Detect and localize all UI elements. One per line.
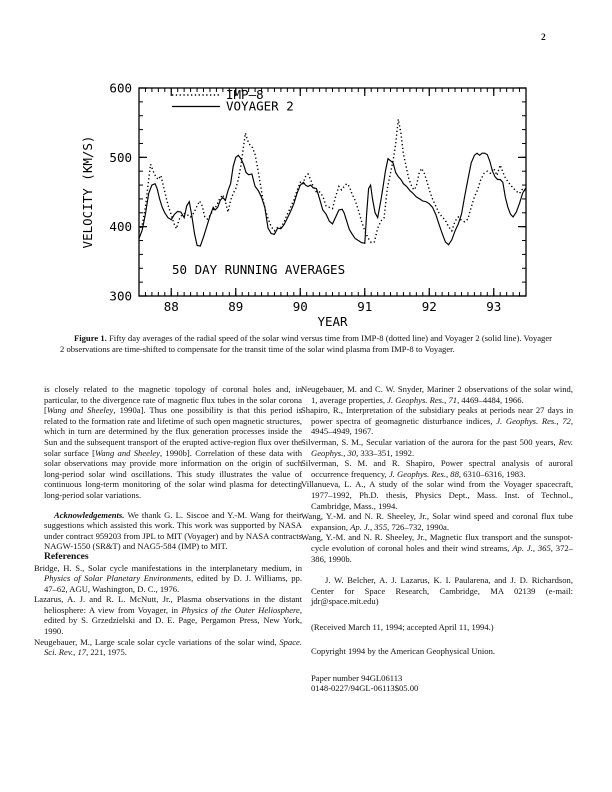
page-number: 2 — [541, 33, 546, 43]
reference-item: Neugebauer, M., Large scale solar cycle … — [34, 636, 302, 658]
series-dotted — [138, 119, 527, 244]
right-column: Neugebauer, M. and C. W. Snyder, Mariner… — [301, 384, 573, 693]
x-tick-label: 91 — [357, 299, 372, 314]
reference-item: Shapiro, R., Interpretation of the subsi… — [301, 405, 573, 437]
y-axis-title: VELOCITY (KM/S) — [80, 136, 95, 249]
x-tick-label: 90 — [293, 299, 308, 314]
reference-item: Silverman, S. M., Secular variation of t… — [301, 436, 573, 458]
issn-code-line: 0148-0227/94GL-06113$05.00 — [311, 683, 419, 694]
reference-item: Bridge, H. S., Solar cycle manifestation… — [34, 562, 302, 594]
x-tick-label: 92 — [422, 299, 437, 314]
reference-item: Wang, Y.-M. and N. R. Sheeley, Jr., Sola… — [301, 511, 573, 532]
paper-number-line: Paper number 94GL06113 — [311, 673, 403, 684]
received-accepted-line: (Received March 11, 1994; accepted April… — [311, 621, 494, 632]
figure-caption: Figure 1. Fifty day averages of the radi… — [60, 333, 552, 354]
reference-item: Villanueva, L. A., A study of the solar … — [301, 479, 573, 511]
reference-item: Wang, Y.-M. and N. R. Sheeley, Jr., Magn… — [301, 532, 573, 564]
references-list-left: Bridge, H. S., Solar cycle manifestation… — [34, 562, 303, 658]
y-tick-label: 400 — [109, 219, 132, 234]
series-solid — [138, 152, 527, 247]
reference-item: Neugebauer, M. and C. W. Snyder, Mariner… — [301, 384, 573, 405]
left-column: is closely related to the magnetic topol… — [34, 384, 303, 658]
x-tick-label: 93 — [486, 299, 501, 314]
body-paragraph: is closely related to the magnetic topol… — [44, 384, 302, 500]
y-tick-label: 300 — [109, 289, 132, 304]
y-tick-label: 500 — [109, 150, 132, 165]
acknowledgements-paragraph: Acknowledgements. We thank G. L. Siscoe … — [44, 509, 302, 552]
x-tick-label: 89 — [228, 299, 243, 314]
paper-number-block: Paper number 94GL06113 0148-0227/94GL-061… — [311, 673, 573, 693]
reference-item: Lazarus, A. J. and R. L. McNutt, Jr., Pl… — [34, 594, 303, 637]
chart-annotation: 50 DAY RUNNING AVERAGES — [172, 262, 345, 277]
plot-frame — [138, 87, 527, 297]
references-heading: References — [44, 550, 89, 562]
x-tick-label: 88 — [164, 299, 179, 314]
references-list-right: Neugebauer, M. and C. W. Snyder, Mariner… — [301, 384, 573, 564]
legend-label: VOYAGER 2 — [226, 99, 294, 114]
author-address: J. W. Belcher, A. J. Lazarus, K. I. Paul… — [311, 575, 573, 607]
copyright-line: Copyright 1994 by the American Geophysic… — [311, 646, 496, 657]
y-tick-label: 600 — [109, 81, 132, 96]
legend-label: IMP–8 — [226, 87, 264, 102]
x-axis-title: YEAR — [317, 314, 348, 329]
reference-item: Silverman, S. M. and R. Shapiro, Power s… — [301, 458, 573, 479]
